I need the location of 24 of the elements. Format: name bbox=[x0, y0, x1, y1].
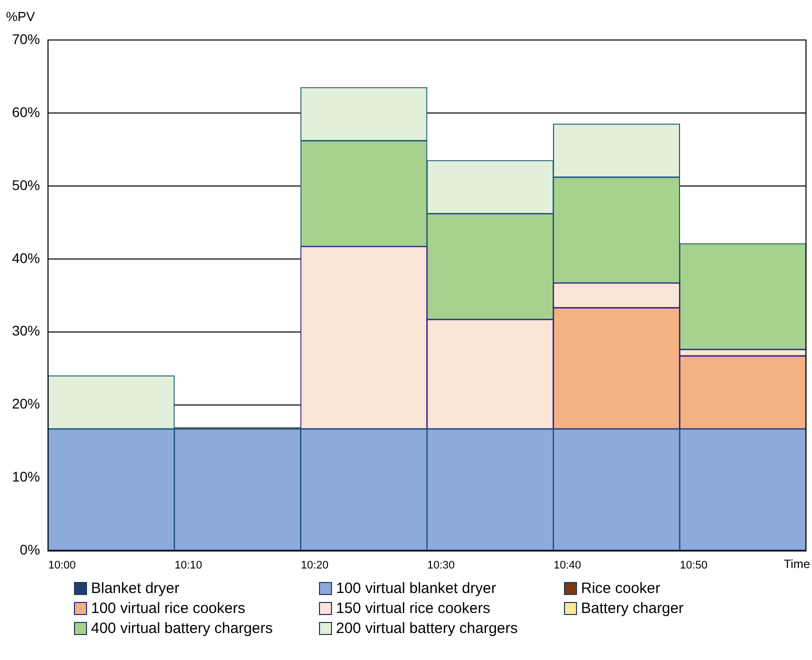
legend-label: 100 virtual rice cookers bbox=[91, 600, 246, 617]
legend-label: 150 virtual rice cookers bbox=[336, 600, 490, 617]
x-tick-label: 10:30 bbox=[427, 559, 455, 572]
y-tick-label: 20% bbox=[12, 396, 40, 412]
legend-label: Blanket dryer bbox=[91, 580, 180, 597]
x-axis-title: Time bbox=[784, 557, 810, 572]
y-tick-label: 70% bbox=[12, 30, 40, 47]
y-tick-label: 10% bbox=[12, 468, 40, 485]
x-tick-label: 10:20 bbox=[300, 559, 328, 572]
x-tick-label: 10:50 bbox=[680, 559, 708, 572]
legend-label: Battery charger bbox=[581, 600, 684, 617]
y-tick-label: 40% bbox=[12, 250, 40, 266]
y-axis-title: %PV bbox=[6, 9, 36, 24]
legend-label: 100 virtual blanket dryer bbox=[336, 580, 496, 597]
legend-label: 200 virtual battery chargers bbox=[336, 620, 518, 637]
y-tick-label: 60% bbox=[12, 104, 40, 120]
y-tick-label: 0% bbox=[20, 542, 40, 558]
x-tick-label: 10:00 bbox=[48, 559, 76, 572]
x-tick-label: 10:40 bbox=[554, 559, 582, 572]
legend-label: Rice cooker bbox=[581, 580, 660, 597]
legend-label: 400 virtual battery chargers bbox=[91, 620, 273, 637]
y-tick-label: 50% bbox=[12, 176, 40, 193]
y-tick-label: 30% bbox=[12, 322, 40, 339]
x-tick-label: 10:10 bbox=[174, 559, 202, 572]
